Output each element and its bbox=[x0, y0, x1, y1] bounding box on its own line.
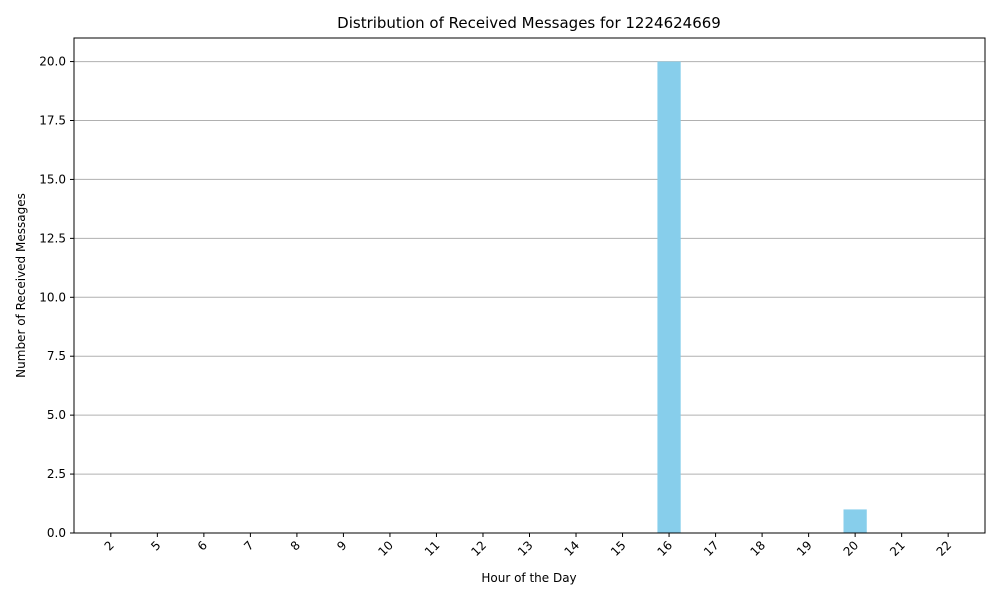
x-tick-label: 5 bbox=[148, 538, 163, 553]
plot-frame bbox=[73, 37, 986, 534]
y-tick-label: 20.0 bbox=[39, 55, 66, 69]
x-tick-label: 11 bbox=[422, 538, 443, 559]
x-tick-label: 8 bbox=[288, 538, 303, 553]
x-tick-label: 18 bbox=[748, 538, 769, 559]
y-tick-label: 17.5 bbox=[39, 114, 66, 128]
x-tick-label: 19 bbox=[794, 538, 815, 559]
y-tick-label: 7.5 bbox=[47, 349, 66, 363]
x-tick-label: 15 bbox=[608, 538, 629, 559]
x-tick-label: 22 bbox=[934, 538, 955, 559]
x-tick-label: 12 bbox=[468, 538, 489, 559]
gridlines bbox=[74, 61, 985, 534]
y-tick-label: 12.5 bbox=[39, 231, 66, 245]
x-axis-title: Hour of the Day bbox=[481, 571, 576, 585]
y-tick-label: 5.0 bbox=[47, 408, 66, 422]
bar-hour-16 bbox=[657, 61, 681, 533]
y-tick-label: 0.0 bbox=[47, 526, 66, 540]
x-tick-label: 2 bbox=[102, 538, 117, 553]
x-tick-label: 17 bbox=[701, 538, 722, 559]
x-tick-label: 21 bbox=[887, 538, 908, 559]
x-tick-label: 16 bbox=[654, 538, 675, 559]
y-axis-title: Number of Received Messages bbox=[14, 193, 28, 378]
y-axis-ticks: 0.0 2.5 5.0 7.5 10.0 12.5 15.0 17.5 20.0 bbox=[39, 55, 74, 540]
bars bbox=[657, 61, 867, 533]
y-tick-label: 15.0 bbox=[39, 172, 66, 186]
y-tick-label: 10.0 bbox=[39, 290, 66, 304]
x-tick-label: 7 bbox=[241, 538, 256, 553]
x-axis-ticks: 2 5 6 7 8 9 10 11 12 13 14 15 16 17 18 19 20 21 22 bbox=[102, 533, 955, 559]
bar-hour-20 bbox=[843, 509, 867, 533]
y-tick-label: 2.5 bbox=[47, 467, 66, 481]
chart-title: Distribution of Received Messages for 12… bbox=[337, 14, 721, 32]
x-tick-label: 9 bbox=[334, 538, 349, 553]
x-tick-label: 14 bbox=[561, 538, 582, 559]
x-tick-label: 10 bbox=[375, 538, 396, 559]
x-tick-label: 20 bbox=[841, 538, 862, 559]
x-tick-label: 6 bbox=[195, 538, 210, 553]
x-tick-label: 13 bbox=[515, 538, 536, 559]
